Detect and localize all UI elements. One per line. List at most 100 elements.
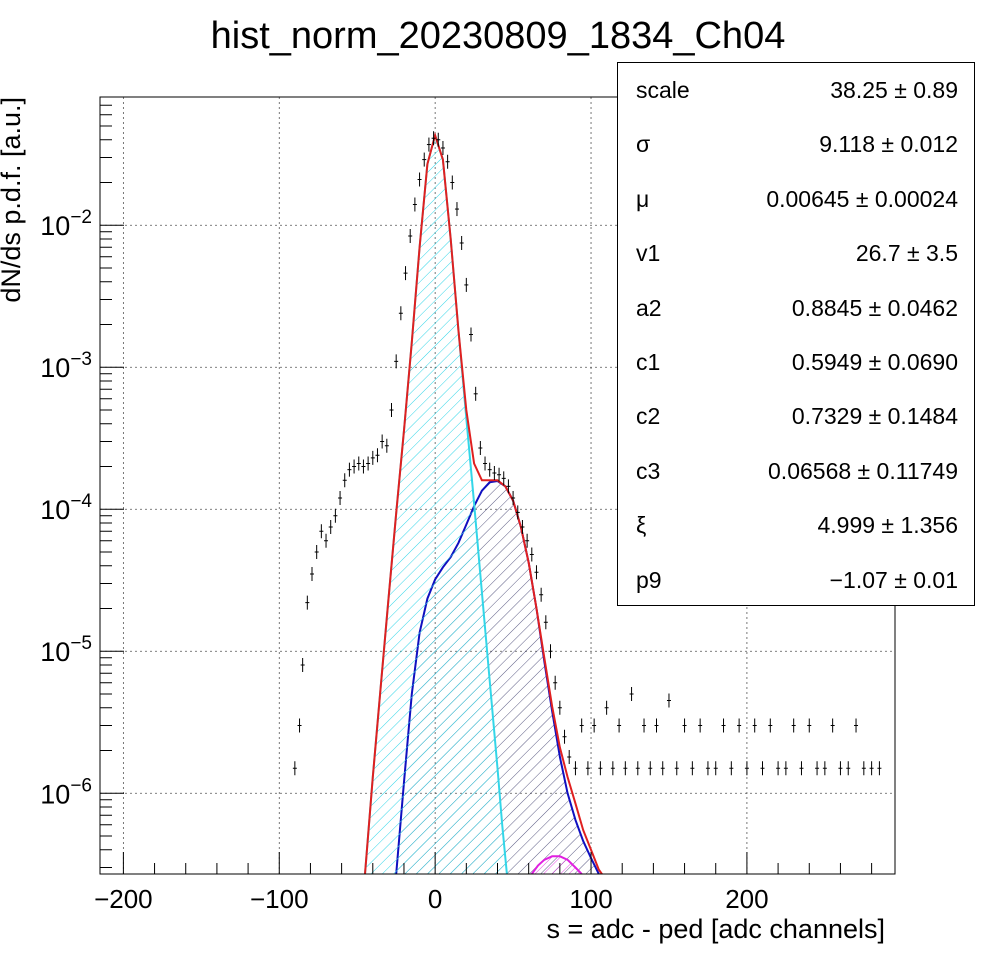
axes: −200 −100 0 100 200 10−6 10−5 10−4 10−3 10−2: [40, 96, 873, 914]
x-tick-label: 0: [428, 884, 442, 914]
data-point: [426, 137, 431, 152]
data-point: [690, 761, 695, 776]
data-point: [713, 761, 718, 776]
data-point: [473, 386, 478, 401]
data-point: [384, 438, 389, 453]
data-point: [698, 718, 703, 733]
data-point: [478, 440, 483, 455]
data-point: [869, 761, 874, 776]
y-axis-label: dN/ds p.d.f. [a.u.]: [0, 97, 26, 303]
data-point: [422, 152, 427, 167]
third-component-curve: [530, 855, 583, 874]
stat-name: a2: [636, 294, 662, 321]
data-point: [567, 750, 572, 765]
data-point: [617, 718, 622, 733]
data-point: [610, 761, 615, 776]
data-point: [674, 761, 679, 776]
data-point: [292, 761, 297, 776]
stat-value: 26.7 ± 3.5: [855, 240, 958, 267]
y-tick-label: 10−6: [40, 775, 92, 809]
stat-value: 9.118 ± 0.012: [819, 131, 958, 158]
data-point: [520, 519, 525, 534]
x-tick-label: 200: [725, 884, 768, 914]
data-point: [807, 718, 812, 733]
data-point: [529, 547, 534, 562]
stat-value: −1.07 ± 0.01: [829, 566, 958, 593]
stat-row: μ 0.00645 ± 0.00024: [618, 172, 974, 226]
data-point: [525, 533, 530, 548]
data-point: [338, 491, 343, 506]
y-tick-label: 10−5: [40, 633, 92, 667]
data-point: [729, 761, 734, 776]
data-point: [511, 491, 516, 506]
x-tick-label: −100: [250, 884, 309, 914]
stat-name: c2: [636, 403, 661, 430]
data-point: [666, 693, 671, 708]
data-point: [417, 172, 422, 187]
data-point: [760, 761, 765, 776]
data-point: [436, 132, 441, 147]
x-tick-label: 100: [569, 884, 612, 914]
data-point: [682, 718, 687, 733]
data-point: [440, 140, 445, 155]
data-point: [483, 456, 488, 471]
data-point: [487, 462, 492, 477]
data-point: [737, 718, 742, 733]
data-point: [854, 718, 859, 733]
stat-value: 4.999 ± 1.356: [817, 512, 958, 539]
data-point: [394, 354, 399, 369]
stat-name: v1: [636, 240, 661, 267]
data-point: [314, 544, 319, 559]
data-point: [721, 718, 726, 733]
data-point: [459, 235, 464, 250]
pedestal-component-fill: [365, 135, 507, 874]
data-point: [598, 761, 603, 776]
stat-name: μ: [636, 185, 650, 212]
data-point: [403, 266, 408, 281]
x-tick-label: −200: [94, 884, 153, 914]
stat-name: c1: [636, 349, 661, 375]
stat-value: 0.5949 ± 0.0690: [791, 349, 958, 375]
data-point: [642, 718, 647, 733]
data-point: [877, 761, 882, 776]
data-point: [815, 761, 820, 776]
data-point: [352, 459, 357, 474]
data-point: [557, 700, 562, 715]
y-tick-label: 10−2: [40, 207, 92, 241]
fit-stats-box: scale 38.25 ± 0.89 σ 9.118 ± 0.012 μ 0.00645 …: [617, 62, 975, 606]
data-point: [579, 718, 584, 733]
data-point: [324, 533, 329, 548]
data-point: [838, 761, 843, 776]
data-point: [389, 402, 394, 417]
data-point: [539, 587, 544, 602]
data-point: [776, 761, 781, 776]
stat-row: ξ 4.999 ± 1.356: [618, 498, 974, 552]
stat-name: c3: [636, 457, 661, 484]
data-point: [347, 462, 352, 477]
data-point: [398, 306, 403, 321]
stat-name: p9: [636, 566, 662, 593]
fit-components: [364, 131, 603, 874]
data-point: [431, 131, 436, 146]
total-fit-curve: [364, 131, 603, 874]
data-point: [791, 718, 796, 733]
data-point: [412, 197, 417, 212]
stat-name: scale: [636, 77, 690, 103]
data-point: [548, 644, 553, 659]
data-point: [380, 434, 385, 449]
data-point: [328, 519, 333, 534]
stat-value: 0.7329 ± 0.1484: [791, 403, 958, 430]
data-point: [492, 465, 497, 480]
data-point: [830, 718, 835, 733]
data-point: [370, 450, 375, 465]
data-point: [604, 700, 609, 715]
data-point: [300, 658, 305, 673]
x-axis-label: s = adc - ped [adc channels]: [547, 914, 885, 944]
data-point: [361, 459, 366, 474]
stat-row: c3 0.06568 ± 0.11749: [618, 444, 974, 498]
data-point: [635, 761, 640, 776]
stat-row: a2 0.8845 ± 0.0462: [618, 281, 974, 335]
data-point: [454, 202, 459, 217]
data-point: [408, 228, 413, 243]
